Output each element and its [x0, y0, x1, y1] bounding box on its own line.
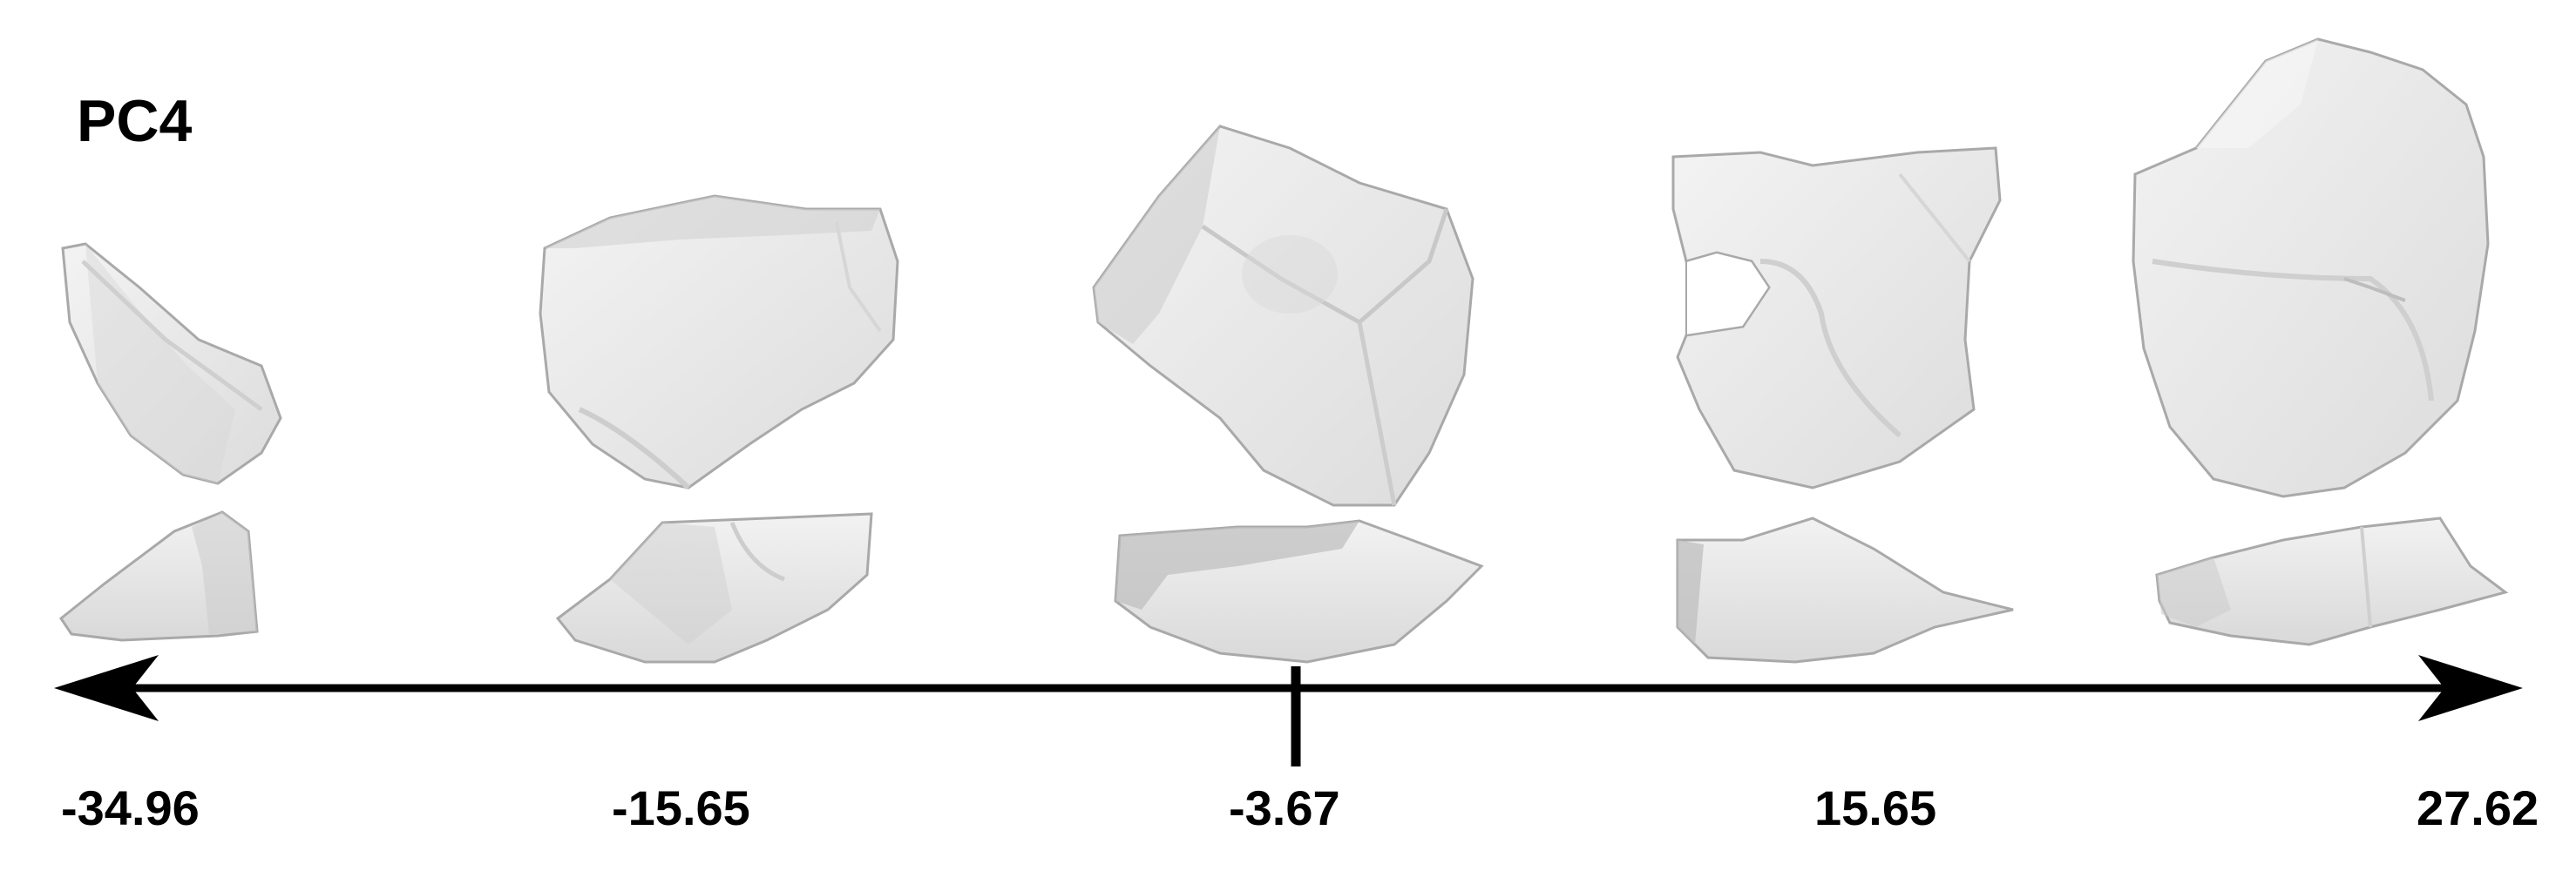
flake-1-dorsal-view [61, 242, 282, 485]
flake-3-profile-view [1114, 519, 1484, 664]
flake-1-profile-view [58, 510, 259, 642]
tick-label-3: -3.67 [1229, 780, 1340, 835]
tick-label-2: -15.65 [612, 780, 750, 835]
pc-title: PC4 [77, 88, 193, 154]
flake-2-profile-view [555, 512, 873, 664]
axis-left-arrowhead [54, 655, 159, 721]
tick-label-5: 27.62 [2417, 780, 2539, 835]
tick-label-1: -34.96 [61, 780, 200, 835]
flake-4-dorsal-view [1671, 146, 2002, 490]
flake-3-dorsal-view [1092, 125, 1474, 507]
pc-axis [54, 655, 2523, 766]
flake-5-dorsal-view [2132, 37, 2490, 498]
flake-4-profile-view [1676, 517, 2014, 664]
flake-5-profile-view [2155, 517, 2509, 646]
tick-label-4: 15.65 [1814, 780, 1937, 835]
flake-2-dorsal-view [539, 194, 899, 490]
axis-right-arrowhead [2418, 655, 2523, 721]
